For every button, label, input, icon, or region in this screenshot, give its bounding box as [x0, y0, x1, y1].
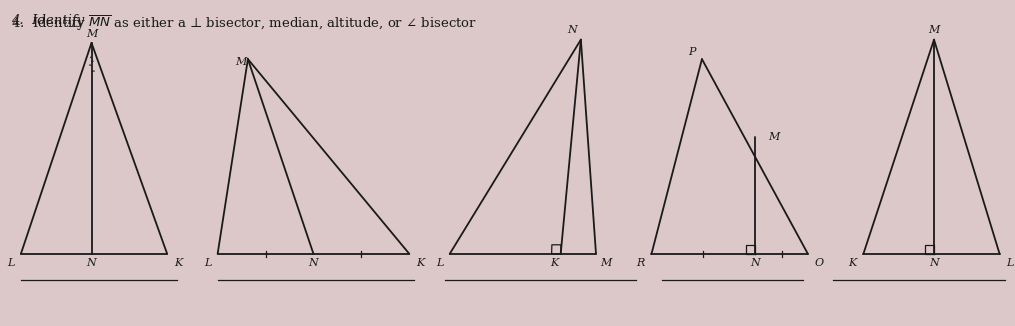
Text: M: M: [86, 29, 97, 39]
Text: L: L: [7, 258, 14, 268]
Text: L: L: [204, 258, 211, 268]
Text: N: N: [750, 258, 760, 268]
Text: N: N: [567, 25, 577, 36]
Text: M: M: [768, 132, 780, 142]
Text: K: K: [849, 258, 857, 268]
Text: N: N: [929, 258, 939, 268]
Text: N: N: [86, 258, 96, 268]
Text: L: L: [435, 258, 444, 268]
Text: N: N: [309, 258, 319, 268]
Text: L: L: [1006, 258, 1014, 268]
Text: R: R: [636, 258, 645, 268]
Text: M: M: [600, 258, 611, 268]
Text: M: M: [929, 25, 940, 36]
Text: O: O: [814, 258, 823, 268]
Text: 4.  Identify $\overline{MN}$ as either a ⊥ bisector, median, altitude, or ∠ bise: 4. Identify $\overline{MN}$ as either a …: [11, 14, 477, 33]
Text: K: K: [416, 258, 424, 268]
Text: P: P: [688, 47, 695, 57]
Text: K: K: [174, 258, 182, 268]
Text: K: K: [550, 258, 558, 268]
Text: 4.  Identify: 4. Identify: [11, 14, 88, 27]
Text: M: M: [234, 57, 247, 67]
